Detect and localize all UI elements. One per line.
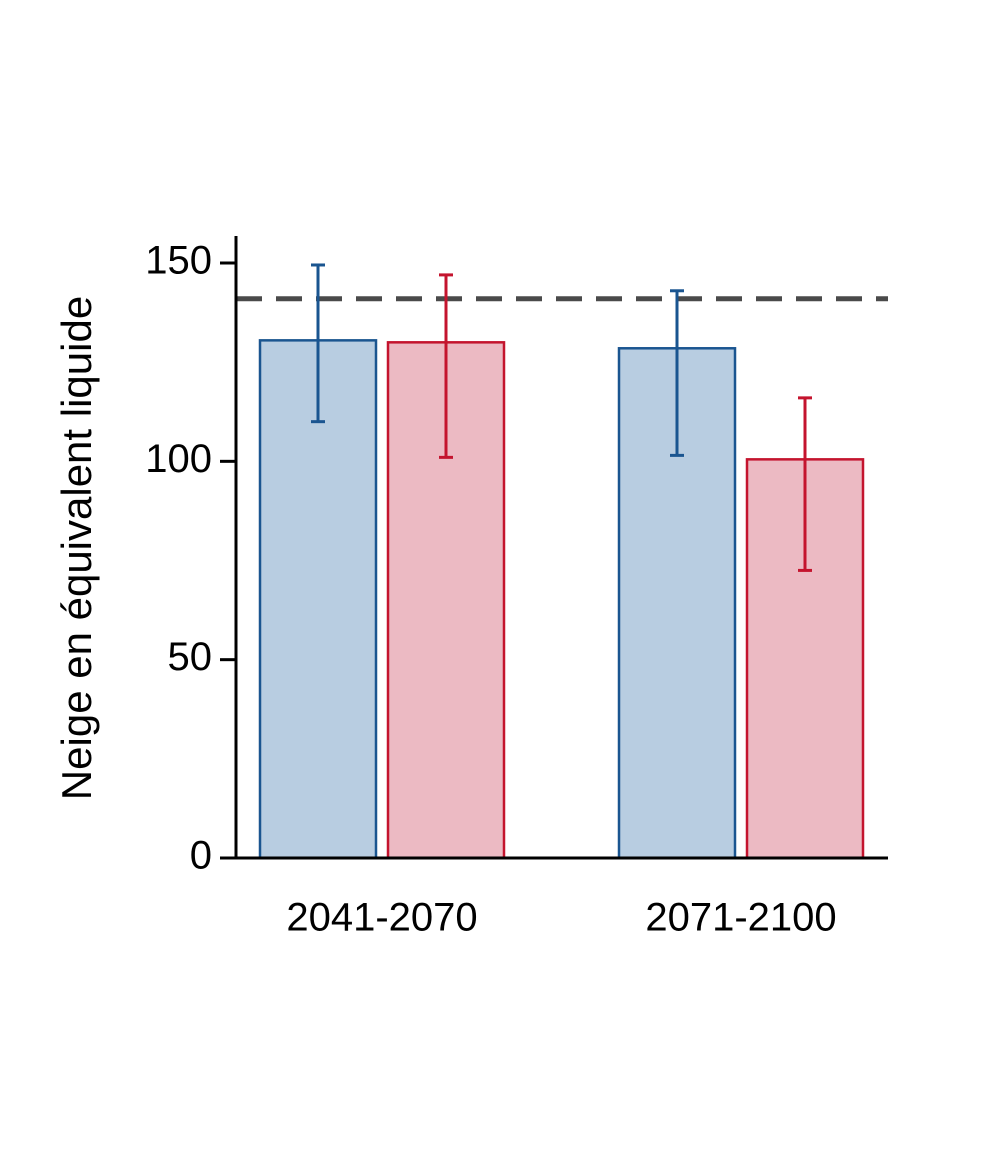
- error-bar-2041-2070-series-2: [439, 273, 453, 459]
- y-tick-label-150: 150: [145, 239, 212, 283]
- x-category-label-2071-2100: 2071-2100: [645, 896, 836, 940]
- y-axis-title: Neige en équivalent liquide: [53, 296, 100, 800]
- error-bar-2041-2070-series-1: [311, 263, 325, 424]
- y-tick-label-0: 0: [190, 834, 212, 878]
- y-tick-label-100: 100: [145, 437, 212, 481]
- x-category-label-2041-2070: 2041-2070: [286, 896, 477, 940]
- error-bar-2071-2100-series-2: [798, 396, 812, 572]
- error-bar-2071-2100-series-1: [670, 289, 684, 457]
- y-tick-label-50: 50: [168, 635, 213, 679]
